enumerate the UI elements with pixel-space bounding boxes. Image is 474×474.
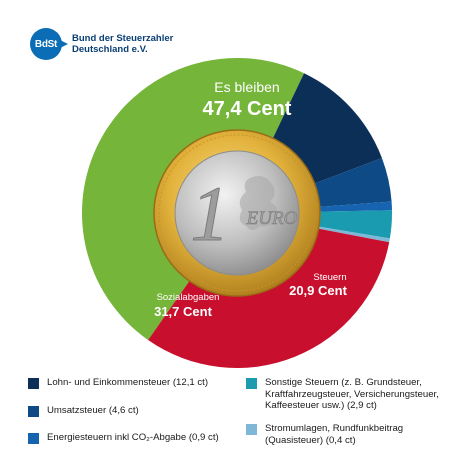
legend-swatch-vat: [28, 406, 39, 417]
legend-label-levies: Stromumlagen, Rundfunkbeitrag (Quasisteu…: [265, 423, 404, 446]
organization-name: Bund der Steuerzahler Deutschland e.V.: [72, 33, 173, 55]
bdst-abbr: BdSt: [34, 38, 58, 50]
legend-label-energy-tax: Energiesteuern inkl CO₂-Abgabe (0,9 ct): [47, 432, 219, 443]
legend-swatch-levies: [246, 424, 257, 435]
legend-item-vat: Umsatzsteuer (4,6 ct): [28, 405, 139, 417]
legend-item-other-taxes: Sonstige Steuern (z. B. Grundsteuer, Kra…: [246, 377, 439, 412]
label-taxes: Steuern: [313, 272, 346, 283]
coin-ring-texture: [158, 134, 316, 292]
value-taxes: 20,9 Cent: [289, 283, 347, 298]
legend-item-levies: Stromumlagen, Rundfunkbeitrag (Quasisteu…: [246, 423, 403, 446]
value-remaining: 47,4 Cent: [203, 98, 292, 120]
value-social: 31,7 Cent: [154, 304, 212, 319]
bdst-badge: BdSt: [30, 28, 62, 60]
coin-numeral: 1: [191, 170, 230, 257]
label-social: Sozialabgaben: [157, 292, 220, 303]
legend: Lohn- und Einkommensteuer (12,1 ct) Umsa…: [28, 370, 458, 470]
legend-label-other-taxes: Sonstige Steuern (z. B. Grundsteuer, Kra…: [265, 377, 439, 411]
label-remaining: Es bleiben: [214, 79, 279, 95]
legend-label-vat: Umsatzsteuer (4,6 ct): [47, 405, 139, 416]
logo-arrow-icon: [60, 40, 68, 48]
legend-label-income-tax: Lohn- und Einkommensteuer (12,1 ct): [47, 377, 209, 388]
legend-swatch-energy-tax: [28, 433, 39, 444]
legend-item-income-tax: Lohn- und Einkommensteuer (12,1 ct): [28, 377, 208, 389]
legend-item-energy-tax: Energiesteuern inkl CO₂-Abgabe (0,9 ct): [28, 432, 219, 444]
organization-name-line1: Bund der Steuerzahler: [72, 33, 174, 44]
slice-labels: Es bleiben 47,4 Cent Steuern 20,9 Cent S…: [154, 79, 347, 319]
euro-coin: 1 EURO: [153, 129, 321, 297]
coin-europe-map: [239, 176, 278, 230]
coin-word: EURO: [246, 208, 298, 229]
bdst-logo: BdSt Bund der Steuerzahler Deutschland e…: [30, 28, 190, 60]
organization-name-line2: Deutschland e.V.: [72, 44, 148, 55]
legend-swatch-other-taxes: [246, 378, 257, 389]
legend-swatch-income-tax: [28, 378, 39, 389]
